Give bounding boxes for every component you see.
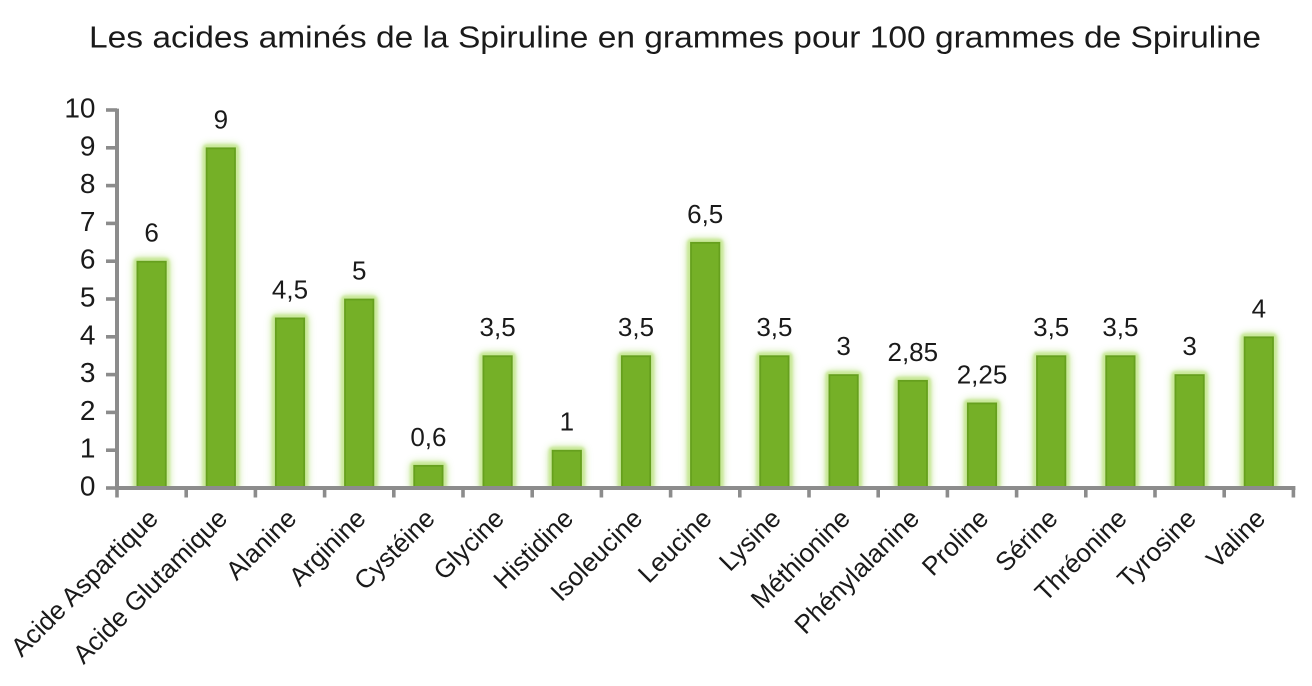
svg-text:5: 5 xyxy=(352,256,366,286)
svg-text:9: 9 xyxy=(80,130,96,161)
svg-text:1: 1 xyxy=(80,433,96,464)
svg-text:3,5: 3,5 xyxy=(756,312,792,342)
svg-text:Leucine: Leucine xyxy=(632,503,718,589)
svg-text:6,5: 6,5 xyxy=(687,199,723,229)
svg-text:2: 2 xyxy=(80,395,96,426)
svg-text:Valine: Valine xyxy=(1200,503,1271,574)
svg-text:10: 10 xyxy=(64,93,95,124)
svg-text:6: 6 xyxy=(80,244,96,275)
svg-text:3,5: 3,5 xyxy=(1102,312,1138,342)
svg-text:Proline: Proline xyxy=(916,503,994,581)
svg-text:1: 1 xyxy=(560,407,574,437)
svg-text:Les acides aminés de la Spirul: Les acides aminés de la Spiruline en gra… xyxy=(89,20,1261,55)
svg-text:3: 3 xyxy=(836,331,850,361)
svg-text:6: 6 xyxy=(144,218,158,248)
svg-text:Phénylalanine: Phénylalanine xyxy=(788,503,925,640)
svg-text:3: 3 xyxy=(80,357,96,388)
svg-text:0,6: 0,6 xyxy=(410,422,446,452)
svg-text:7: 7 xyxy=(80,206,96,237)
svg-text:3,5: 3,5 xyxy=(1033,312,1069,342)
svg-text:9: 9 xyxy=(214,104,228,134)
svg-text:2,85: 2,85 xyxy=(887,337,938,367)
svg-text:3,5: 3,5 xyxy=(480,312,516,342)
svg-text:0: 0 xyxy=(80,471,96,502)
svg-text:2,25: 2,25 xyxy=(957,359,1008,389)
svg-text:4,5: 4,5 xyxy=(272,274,308,304)
svg-text:3: 3 xyxy=(1182,331,1196,361)
svg-text:4: 4 xyxy=(1252,293,1266,323)
svg-text:5: 5 xyxy=(80,282,96,313)
svg-text:3,5: 3,5 xyxy=(618,312,654,342)
svg-text:8: 8 xyxy=(80,168,96,199)
svg-text:4: 4 xyxy=(80,319,96,350)
